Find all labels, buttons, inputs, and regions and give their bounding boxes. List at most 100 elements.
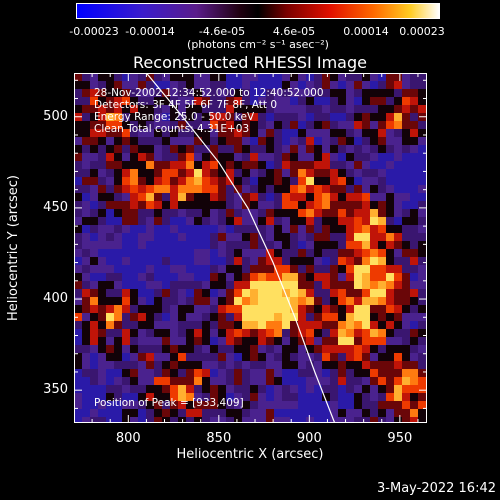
heatmap-cell xyxy=(98,369,107,378)
heatmap-cell xyxy=(218,201,227,210)
heatmap-cell xyxy=(402,273,411,282)
heatmap-cell xyxy=(82,417,91,423)
heatmap-cell xyxy=(146,81,155,90)
heatmap-cell xyxy=(106,201,115,210)
heatmap-cell xyxy=(370,241,379,250)
heatmap-cell xyxy=(218,185,227,194)
heatmap-cell xyxy=(290,89,299,98)
heatmap-cell xyxy=(274,385,283,394)
heatmap-cell xyxy=(418,161,427,170)
heatmap-cell xyxy=(274,81,283,90)
heatmap-cell xyxy=(146,417,155,423)
heatmap-cell xyxy=(378,185,387,194)
heatmap-cell xyxy=(130,401,139,410)
heatmap-cell xyxy=(394,209,403,218)
heatmap-cell xyxy=(258,393,267,402)
heatmap-cell xyxy=(410,73,419,82)
heatmap-cell xyxy=(90,161,99,170)
heatmap-cell xyxy=(338,345,347,354)
heatmap-cell xyxy=(162,257,171,266)
heatmap-cell xyxy=(314,81,323,90)
heatmap-cell xyxy=(106,129,115,138)
heatmap-cell xyxy=(250,193,259,202)
heatmap-cell xyxy=(90,241,99,250)
heatmap-cell xyxy=(146,393,155,402)
heatmap-cell xyxy=(306,153,315,162)
heatmap-cell xyxy=(170,121,179,130)
heatmap-cell xyxy=(194,393,203,402)
heatmap-cell xyxy=(330,121,339,130)
heatmap-cell xyxy=(306,401,315,410)
heatmap-cell xyxy=(290,73,299,82)
heatmap-cell xyxy=(258,265,267,274)
heatmap-cell xyxy=(114,369,123,378)
heatmap-cell xyxy=(242,193,251,202)
heatmap-cell xyxy=(130,297,139,306)
heatmap-cell xyxy=(74,385,83,394)
heatmap-cell xyxy=(418,249,427,258)
heatmap-cell xyxy=(354,249,363,258)
heatmap-cell xyxy=(418,89,427,98)
heatmap-cell xyxy=(330,273,339,282)
heatmap-cell xyxy=(130,209,139,218)
heatmap-cell xyxy=(346,289,355,298)
heatmap-cell xyxy=(178,409,187,418)
heatmap-cell xyxy=(410,377,419,386)
heatmap-cell xyxy=(418,281,427,290)
heatmap-cell xyxy=(194,297,203,306)
heatmap-cell xyxy=(394,337,403,346)
heatmap-cell xyxy=(178,297,187,306)
heatmap-cell xyxy=(306,409,315,418)
heatmap-cell xyxy=(338,121,347,130)
heatmap-cell xyxy=(234,217,243,226)
heatmap-cell xyxy=(162,217,171,226)
heatmap-cell xyxy=(234,257,243,266)
heatmap-cell xyxy=(386,321,395,330)
heatmap-cell xyxy=(170,249,179,258)
heatmap-cell xyxy=(330,73,339,82)
heatmap-cell xyxy=(370,321,379,330)
heatmap-cell xyxy=(306,337,315,346)
heatmap-cell xyxy=(386,169,395,178)
heatmap-cell xyxy=(314,193,323,202)
heatmap-cell xyxy=(314,97,323,106)
heatmap-cell xyxy=(178,137,187,146)
heatmap-cell xyxy=(82,145,91,154)
heatmap-cell xyxy=(314,161,323,170)
heatmap-cell xyxy=(226,89,235,98)
heatmap-cell xyxy=(378,305,387,314)
heatmap-cell xyxy=(154,129,163,138)
heatmap-cell xyxy=(274,273,283,282)
heatmap-cell xyxy=(306,209,315,218)
heatmap-cell xyxy=(242,145,251,154)
heatmap-cell xyxy=(330,265,339,274)
heatmap-cell xyxy=(194,289,203,298)
heatmap-cell xyxy=(98,257,107,266)
heatmap-cell xyxy=(354,113,363,122)
heatmap-cell xyxy=(82,409,91,418)
heatmap-cell xyxy=(178,177,187,186)
heatmap-cell xyxy=(354,281,363,290)
heatmap-cell xyxy=(146,305,155,314)
heatmap-cell xyxy=(170,201,179,210)
heatmap-cell xyxy=(362,305,371,314)
heatmap-cell xyxy=(210,249,219,258)
heatmap-cell xyxy=(282,161,291,170)
heatmap-cell xyxy=(394,105,403,114)
heatmap-cell xyxy=(218,97,227,106)
heatmap-cell xyxy=(370,145,379,154)
heatmap-cell xyxy=(194,233,203,242)
heatmap-cell xyxy=(226,297,235,306)
heatmap-cell xyxy=(178,73,187,82)
heatmap-cell xyxy=(306,393,315,402)
heatmap-cell xyxy=(378,329,387,338)
heatmap-cell xyxy=(194,113,203,122)
heatmap-cell xyxy=(146,377,155,386)
heatmap-cell xyxy=(322,73,331,82)
heatmap-cell xyxy=(194,313,203,322)
heatmap-cell xyxy=(178,121,187,130)
heatmap-cell xyxy=(186,105,195,114)
heatmap-cell xyxy=(386,345,395,354)
heatmap-cell xyxy=(306,257,315,266)
heatmap-cell xyxy=(322,113,331,122)
